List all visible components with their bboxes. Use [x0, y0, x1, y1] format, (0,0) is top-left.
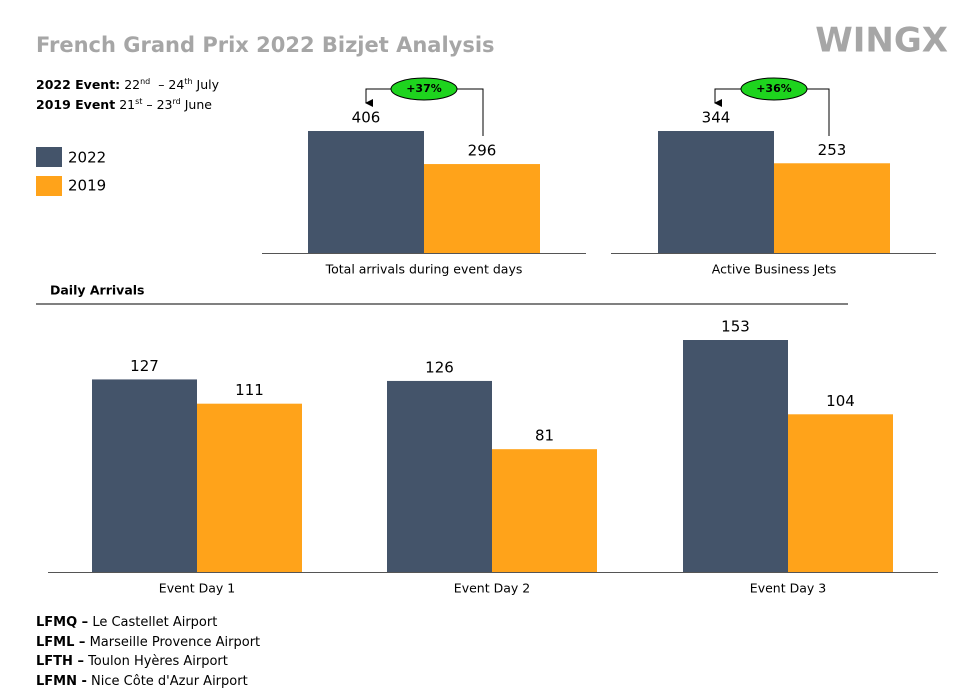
bar: [197, 403, 302, 572]
airport-code: LFMN -: [36, 674, 87, 690]
event-date: 22: [124, 77, 141, 93]
airport-name: Le Castellet Airport: [92, 615, 218, 630]
event-date: st: [135, 97, 143, 106]
bar: [774, 163, 890, 253]
airport-code: LFTH –: [36, 654, 84, 670]
legend-label: 2019: [68, 177, 106, 195]
event-note: 2022 Event: 22nd – 24th July: [36, 77, 219, 92]
chart-title: Daily Arrivals: [50, 283, 144, 298]
bar: [658, 131, 774, 253]
annotation-arrow: [714, 88, 741, 107]
value-label: 296: [468, 142, 497, 160]
value-label: 126: [425, 358, 454, 376]
value-label: 81: [535, 427, 554, 445]
airport-name: Toulon Hyères Airport: [88, 654, 228, 670]
bar: [683, 340, 788, 572]
annotation-line: [807, 88, 830, 136]
x-tick-label: Event Day 1: [159, 581, 235, 596]
event-date: 21: [119, 97, 136, 113]
value-label: 253: [818, 141, 847, 159]
annotation-arrow: [365, 88, 391, 107]
x-tick-label: Event Day 3: [750, 581, 826, 596]
bar: [308, 131, 424, 253]
event-label: 2022 Event:: [36, 77, 121, 93]
value-label: 153: [721, 318, 750, 336]
airport: LFMQ – Le Castellet Airport: [36, 615, 217, 630]
legend-swatch: [36, 147, 62, 167]
event-date: June: [180, 97, 212, 113]
event-note: 2019 Event 21st – 23rd June: [36, 97, 212, 112]
legend-swatch: [36, 176, 62, 196]
brand: WINGX: [815, 21, 948, 61]
value-label: 406: [352, 109, 381, 127]
bar: [92, 379, 197, 572]
event-date: rd: [172, 97, 181, 106]
value-label: 127: [130, 357, 159, 375]
event-date: July: [192, 77, 219, 93]
event-date: nd: [140, 77, 151, 86]
airport: LFTH – Toulon Hyères Airport: [36, 654, 228, 669]
value-label: 104: [826, 392, 855, 410]
airport-code: LFML –: [36, 634, 86, 650]
event-date: – 23: [142, 97, 173, 113]
annotation-text: +36%: [756, 82, 792, 95]
x-tick-label: Active Business Jets: [712, 262, 837, 277]
bar: [424, 164, 540, 253]
bar: [492, 449, 597, 572]
value-label: 111: [235, 381, 264, 399]
event-date: th: [184, 77, 193, 86]
legend-label: 2022: [68, 149, 106, 167]
airport-name: Marseille Provence Airport: [89, 634, 261, 650]
airport-name: Nice Côte d'Azur Airport: [91, 674, 248, 690]
value-label: 344: [702, 109, 731, 127]
airport: LFML – Marseille Provence Airport: [36, 635, 260, 650]
x-tick-label: Event Day 2: [454, 581, 530, 596]
bar: [387, 380, 492, 572]
event-date: – 24: [150, 77, 185, 93]
annotation-line: [457, 88, 484, 136]
x-tick-label: Total arrivals during event days: [325, 262, 523, 277]
airport-code: LFMQ –: [36, 615, 89, 630]
event-label: 2019 Event: [36, 97, 116, 113]
page-title: French Grand Prix 2022 Bizjet Analysis: [36, 33, 495, 57]
annotation-text: +37%: [406, 82, 442, 95]
annotation-badge: [390, 77, 458, 101]
annotation-badge: [740, 77, 808, 101]
bar: [788, 414, 893, 572]
airport: LFMN - Nice Côte d'Azur Airport: [36, 674, 248, 689]
